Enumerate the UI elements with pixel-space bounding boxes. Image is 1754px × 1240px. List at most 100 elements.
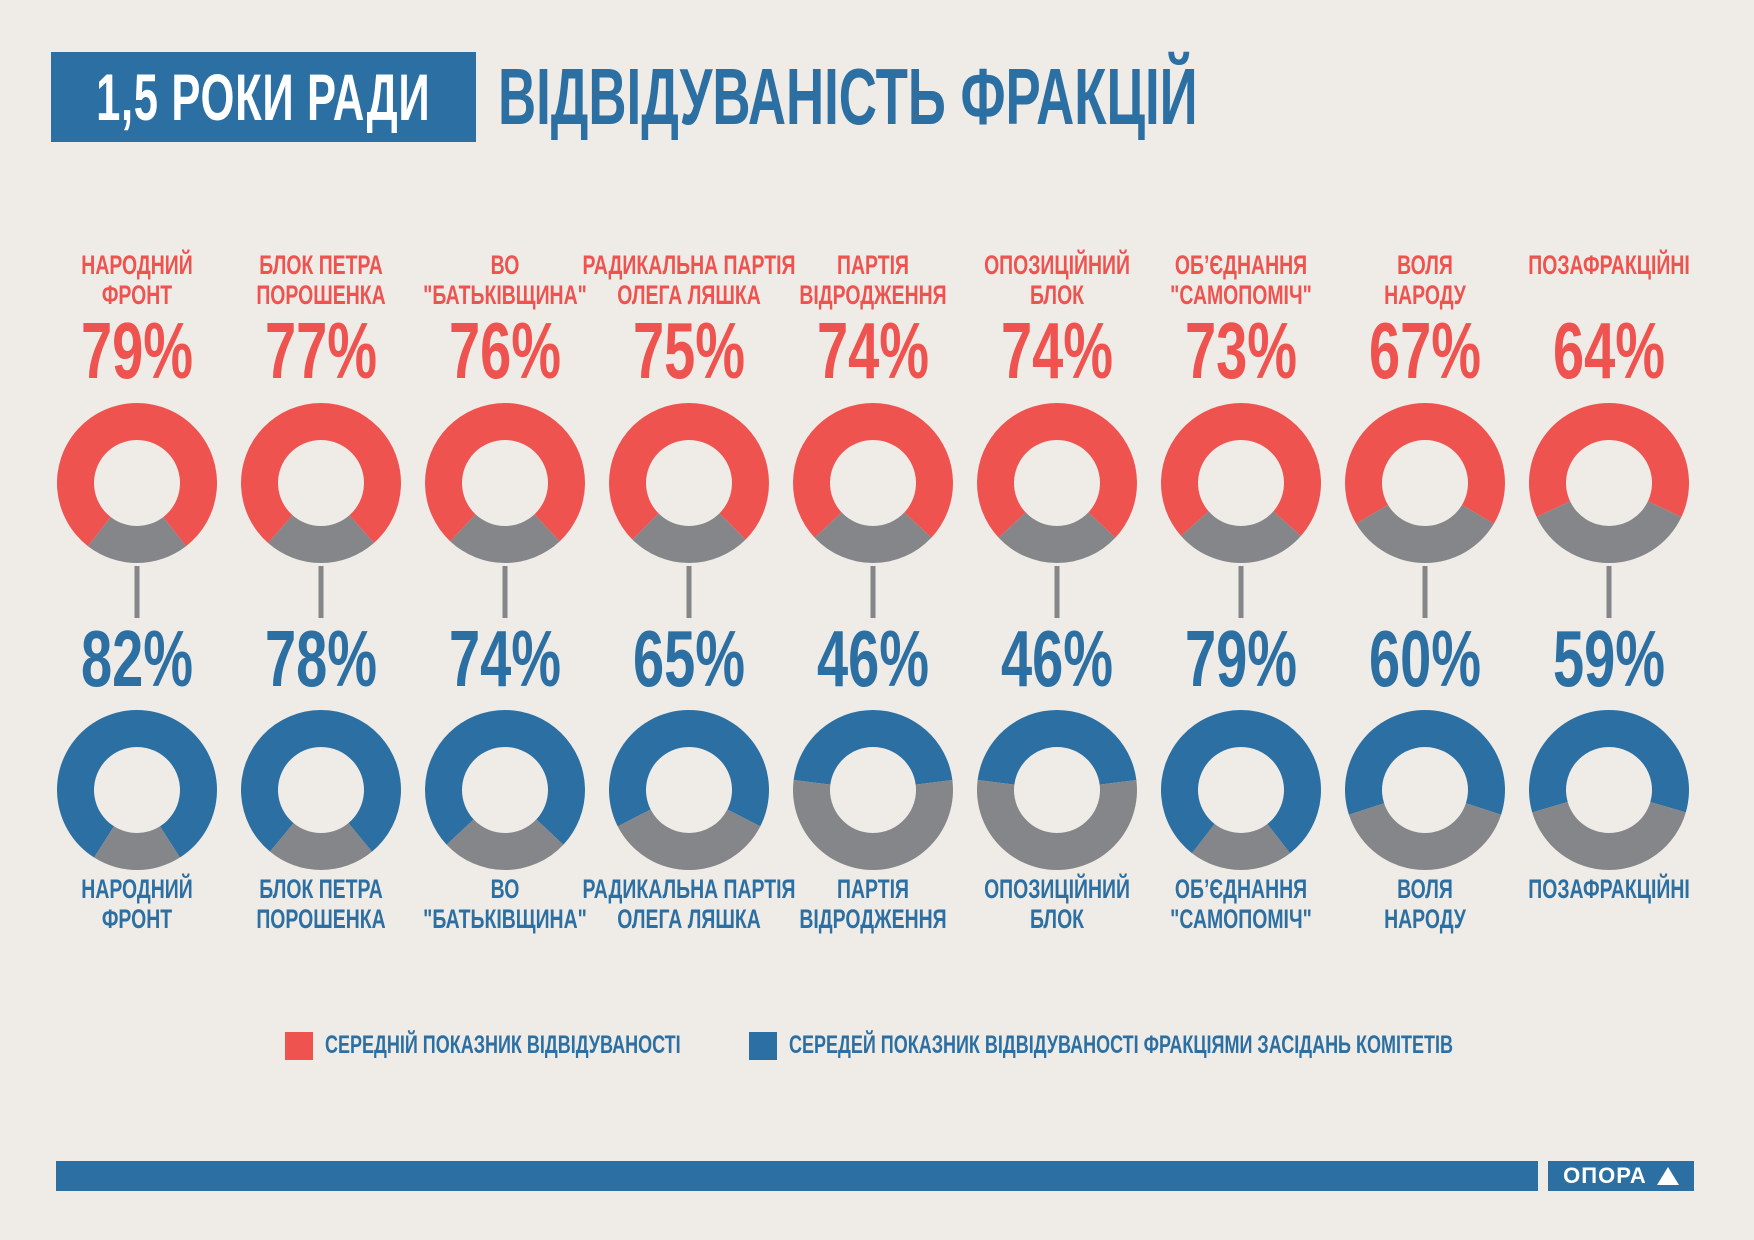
donut-slice-gray xyxy=(1356,504,1494,564)
percent-label-blue-group: 46% xyxy=(817,613,929,703)
donut-slice-gray xyxy=(998,512,1116,564)
category-label-bottom-group: ВІДРОДЖЕННЯ xyxy=(799,904,946,934)
category-label-bottom: "БАТЬКІВЩИНА" xyxy=(423,904,587,934)
category-label-top-group: ПОРОШЕНКА xyxy=(256,280,385,310)
category-label-top: ВО xyxy=(491,250,520,280)
percent-label-red: 67% xyxy=(1369,305,1481,395)
category-label-top: ОПОЗИЦІЙНИЙ xyxy=(984,249,1130,280)
category-label-bottom: ОПОЗИЦІЙНИЙ xyxy=(984,873,1130,904)
donut-slice-gray xyxy=(270,823,372,870)
donut-slice-gray xyxy=(793,779,953,870)
percent-label-blue-group: 79% xyxy=(1185,613,1297,703)
category-label-bottom-group: ОБ’ЄДНАННЯ xyxy=(1175,874,1307,904)
category-label-top: ВІДРОДЖЕННЯ xyxy=(799,280,946,310)
percent-label-red-group: 77% xyxy=(265,305,377,395)
percent-label-red-group: 73% xyxy=(1185,305,1297,395)
donut-slice-red xyxy=(793,403,954,538)
donut-slice-gray xyxy=(1532,801,1686,870)
percent-label-blue: 79% xyxy=(1185,613,1297,703)
category-label-top-group: ВОЛЯ xyxy=(1397,250,1453,280)
donut-slice-gray xyxy=(94,826,180,870)
donut-slice-gray xyxy=(268,515,374,564)
percent-label-blue: 82% xyxy=(81,613,193,703)
donut-slice-gray xyxy=(1180,511,1302,564)
category-label-bottom-group: ОЛЕГА ЛЯШКА xyxy=(617,904,760,934)
category-label-bottom-group: ПОЗАФРАКЦІЙНІ xyxy=(1528,873,1690,904)
percent-label-blue: 46% xyxy=(817,613,929,703)
category-label-bottom: ФРОНТ xyxy=(102,904,173,934)
category-label-top-group: ФРОНТ xyxy=(102,280,173,310)
category-label-bottom: РАДИКАЛЬНА ПАРТІЯ xyxy=(583,874,796,904)
percent-label-blue: 46% xyxy=(1001,613,1113,703)
category-label-bottom: ОБ’ЄДНАННЯ xyxy=(1175,874,1307,904)
opora-logo: ОПОРА xyxy=(1548,1161,1694,1191)
donut-slice-gray xyxy=(617,809,761,870)
donut-slice-gray xyxy=(87,516,187,564)
percent-label-blue-group: 60% xyxy=(1369,613,1481,703)
category-label-top-group: ПАРТІЯ xyxy=(837,250,909,280)
donut-slice-blue xyxy=(1161,710,1322,854)
category-label-top-group: РАДИКАЛЬНА ПАРТІЯ xyxy=(583,250,796,280)
category-label-bottom-group: ВОЛЯ xyxy=(1397,874,1453,904)
percent-label-red-group: 79% xyxy=(81,305,193,395)
category-label-bottom: "САМОПОМІЧ" xyxy=(1170,904,1312,934)
percent-label-blue: 59% xyxy=(1553,613,1665,703)
category-label-top-group: ОПОЗИЦІЙНИЙ xyxy=(984,249,1130,280)
category-label-top: НАРОДНИЙ xyxy=(81,249,192,280)
category-label-top: БЛОК ПЕТРА xyxy=(259,250,383,280)
header-label: 1,5 РОКИ РАДИ xyxy=(96,60,431,134)
donut-slice-blue xyxy=(977,710,1137,785)
category-label-bottom-group: ФРОНТ xyxy=(102,904,173,934)
category-label-top: ПОРОШЕНКА xyxy=(256,280,385,310)
page-title: ВІДВІДУВАНІСТЬ ФРАКЦІЙ xyxy=(498,52,1198,141)
legend-swatch-red xyxy=(285,1031,313,1060)
percent-label-blue-group: 59% xyxy=(1553,613,1665,703)
category-label-bottom: БЛОК ПЕТРА xyxy=(259,874,383,904)
percent-label-red-group: 64% xyxy=(1553,305,1665,395)
percent-label-red: 75% xyxy=(633,305,745,395)
donut-slice-gray xyxy=(1191,823,1291,871)
donut-slice-gray xyxy=(446,819,564,870)
category-label-bottom-group: ПОРОШЕНКА xyxy=(256,904,385,934)
logo-triangle-icon xyxy=(1656,1167,1679,1185)
percent-label-blue: 74% xyxy=(449,613,561,703)
category-label-bottom-group: НАРОДНИЙ xyxy=(81,873,192,904)
category-label-top-group: ВО xyxy=(491,250,520,280)
percent-label-blue-group: 74% xyxy=(449,613,561,703)
donut-slice-red xyxy=(609,403,769,540)
legend-label-red: СЕРЕДНІЙ ПОКАЗНИК ВІДВІДУВАНОСТІ xyxy=(325,1031,681,1059)
logo-text: ОПОРА xyxy=(1563,1163,1647,1188)
category-label-top: ОБ’ЄДНАННЯ xyxy=(1175,250,1307,280)
percent-label-red: 73% xyxy=(1185,305,1297,395)
category-label-top-group: ОБ’ЄДНАННЯ xyxy=(1175,250,1307,280)
header-label-box: 1,5 РОКИ РАДИ xyxy=(51,52,476,142)
category-label-bottom: БЛОК xyxy=(1030,904,1085,934)
percent-label-red: 64% xyxy=(1553,305,1665,395)
percent-label-red: 74% xyxy=(817,305,929,395)
donut-slice-red xyxy=(1345,403,1505,524)
percent-label-red: 74% xyxy=(1001,305,1113,395)
category-label-bottom-group: РАДИКАЛЬНА ПАРТІЯ xyxy=(583,874,796,904)
category-label-bottom: ПАРТІЯ xyxy=(837,874,909,904)
donut-slice-red xyxy=(57,403,217,547)
category-label-top: ПАРТІЯ xyxy=(837,250,909,280)
percent-label-blue: 60% xyxy=(1369,613,1481,703)
donut-slice-blue xyxy=(793,709,953,785)
category-label-bottom: ПОРОШЕНКА xyxy=(256,904,385,934)
category-label-top: ВОЛЯ xyxy=(1397,250,1453,280)
category-label-top-group: НАРОДУ xyxy=(1384,280,1466,310)
donut-slice-red xyxy=(425,403,585,542)
footer-bar xyxy=(56,1161,1538,1191)
legend-label-blue: СЕРЕДЕЙ ПОКАЗНИК ВІДВІДУВАНОСТІ ФРАКЦІЯМ… xyxy=(789,1031,1453,1059)
category-label-top-group: "БАТЬКІВЩИНА" xyxy=(423,280,587,310)
category-label-bottom: ПОЗАФРАКЦІЙНІ xyxy=(1528,873,1690,904)
percent-label-red-group: 74% xyxy=(817,305,929,395)
donut-slice-gray xyxy=(632,513,746,564)
category-label-bottom: НАРОДУ xyxy=(1384,904,1466,934)
donut-slice-red xyxy=(241,403,402,544)
category-label-top-group: ОЛЕГА ЛЯШКА xyxy=(617,280,760,310)
donut-slice-red xyxy=(977,403,1137,538)
category-label-top-group: "САМОПОМІЧ" xyxy=(1170,280,1312,310)
donut-slice-gray xyxy=(450,514,560,563)
